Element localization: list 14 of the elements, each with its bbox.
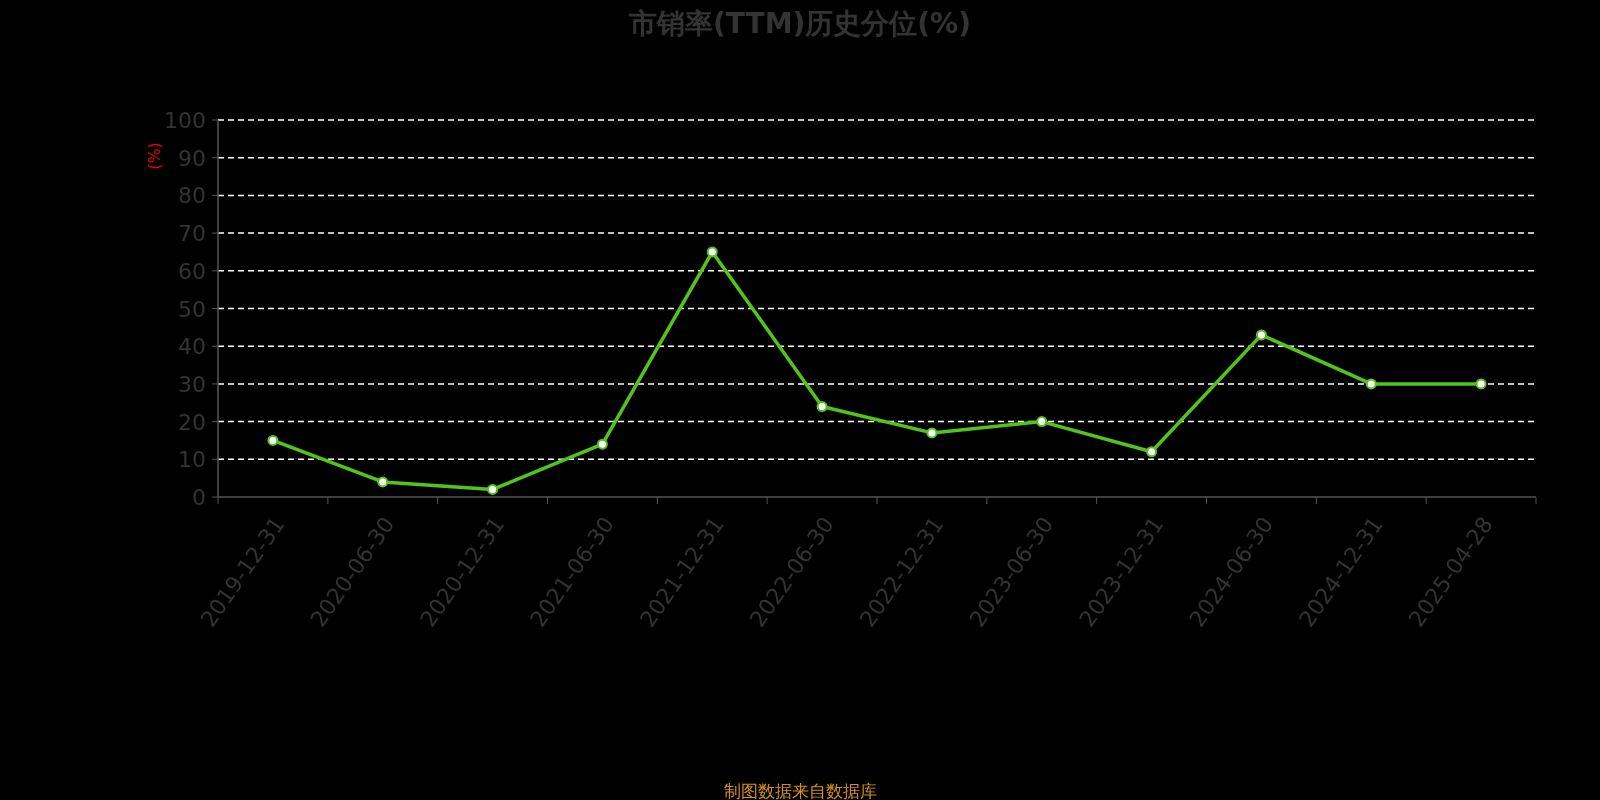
point	[267, 434, 279, 446]
point	[1475, 378, 1487, 390]
point	[487, 483, 499, 495]
point	[377, 476, 389, 488]
point	[1365, 378, 1377, 390]
text: 制图数据来自数据库	[723, 781, 877, 800]
point	[816, 401, 828, 413]
point	[1255, 329, 1267, 341]
point	[1146, 446, 1158, 458]
point	[926, 427, 938, 439]
point	[1036, 416, 1048, 428]
point	[596, 438, 608, 450]
y-axis-title: (%)	[145, 142, 164, 170]
point	[706, 246, 718, 258]
